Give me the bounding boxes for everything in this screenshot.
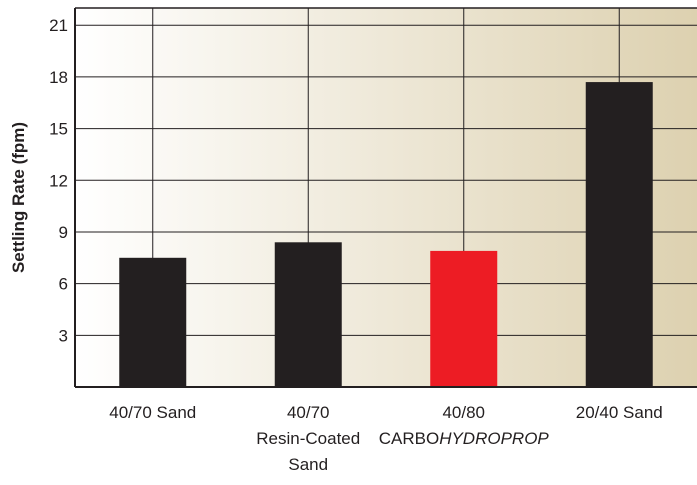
y-tick-labels: 3 6 9 12 15 18 21 — [49, 16, 68, 345]
x-category-label: 40/70 Sand — [109, 403, 196, 422]
x-category-labels: 40/70 Sand 40/70Resin-CoatedSand40/80CARB… — [109, 403, 662, 474]
y-tick-label: 18 — [49, 68, 68, 87]
bar — [274, 242, 342, 387]
bars — [119, 82, 653, 387]
x-category-label: 20/40 Sand — [576, 403, 663, 422]
x-category-label: CARBOHYDROPROP — [379, 429, 550, 448]
x-category-label: 40/80 — [442, 403, 485, 422]
x-category-label: Sand — [288, 455, 328, 474]
x-category-label-run: 40/70 Sand — [109, 403, 196, 422]
bar — [119, 257, 187, 387]
x-category-label-run: 40/80 — [442, 403, 485, 422]
y-axis-title: Settling Rate (fpm) — [9, 122, 28, 273]
x-category-label-run: CARBO — [379, 429, 439, 448]
y-tick-label: 9 — [59, 223, 68, 242]
x-category-label-run: 40/70 — [287, 403, 330, 422]
x-category-label-run: 20/40 Sand — [576, 403, 663, 422]
bar — [430, 250, 498, 387]
y-tick-label: 21 — [49, 16, 68, 35]
y-tick-label: 6 — [59, 275, 68, 294]
x-category-label-run: Sand — [288, 455, 328, 474]
x-category-label: 40/70 — [287, 403, 330, 422]
axes — [74, 7, 697, 388]
y-tick-label: 12 — [49, 171, 68, 190]
y-tick-label: 3 — [59, 326, 68, 345]
y-tick-label: 15 — [49, 120, 68, 139]
bar — [585, 82, 653, 387]
x-category-label-run: HYDROPROP — [439, 429, 549, 448]
x-category-label: Resin-Coated — [256, 429, 360, 448]
x-category-label-run: Resin-Coated — [256, 429, 360, 448]
